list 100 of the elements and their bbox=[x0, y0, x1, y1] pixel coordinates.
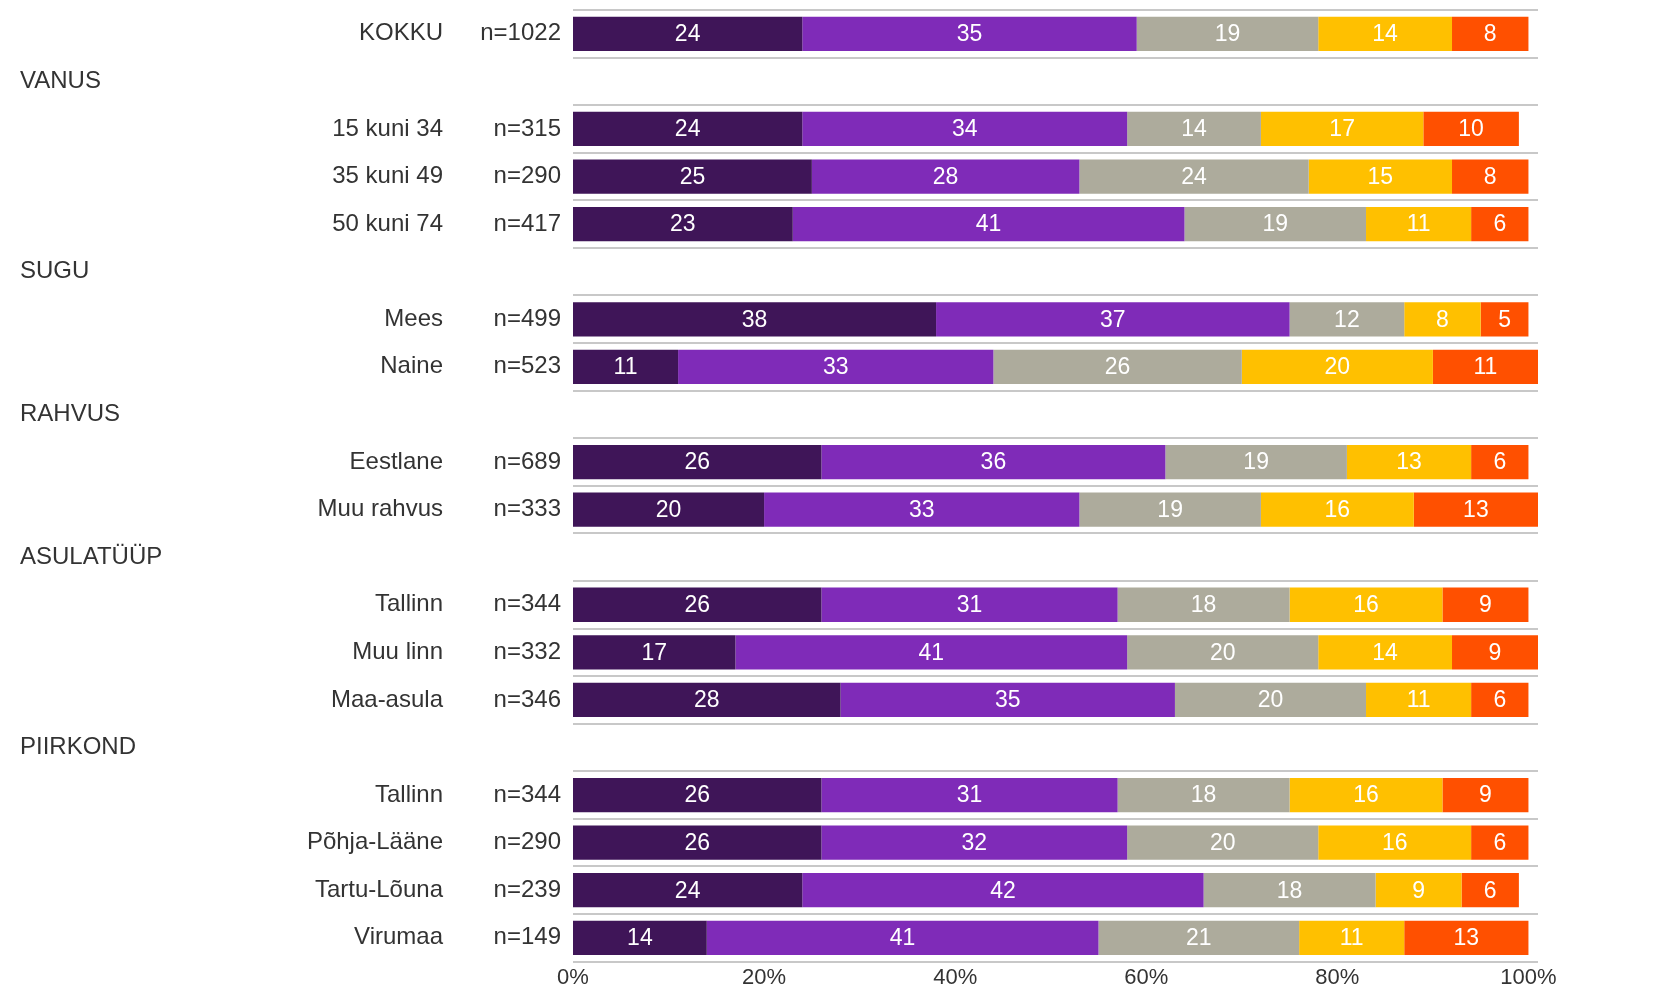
y-tick-label: Eestlane bbox=[349, 446, 443, 474]
data-label: 14 bbox=[1181, 115, 1208, 142]
data-label: 14 bbox=[1372, 638, 1399, 665]
data-label: 6 bbox=[1483, 876, 1497, 903]
bar bbox=[1452, 16, 1529, 51]
data-label: 41 bbox=[975, 210, 1002, 237]
x-tick-label: 80% bbox=[1315, 963, 1360, 989]
text: n=417 bbox=[493, 208, 561, 236]
data-label: 16 bbox=[1324, 495, 1351, 522]
bar bbox=[1366, 682, 1472, 718]
y-tick-label: 50 kuni 74 bbox=[332, 208, 443, 236]
text: ASULATÜÜP bbox=[20, 541, 163, 569]
data-label: 26 bbox=[684, 448, 710, 475]
y-tick-label: Põhja-Lääne bbox=[306, 827, 443, 855]
data-label: 14 bbox=[1372, 20, 1399, 47]
data-label: 28 bbox=[693, 686, 720, 713]
data-label: 19 bbox=[1214, 20, 1241, 47]
text: PIIRKOND bbox=[20, 732, 137, 760]
text: n=499 bbox=[493, 303, 561, 331]
text: n=239 bbox=[493, 874, 561, 902]
data-label: 20 bbox=[1324, 353, 1351, 380]
bar bbox=[1260, 111, 1424, 147]
bar bbox=[1452, 635, 1538, 670]
bar bbox=[573, 302, 937, 337]
data-label: 42 bbox=[990, 876, 1016, 903]
text: n=315 bbox=[493, 113, 561, 141]
data-label: 6 bbox=[1493, 210, 1507, 237]
x-tick-label: 60% bbox=[1124, 963, 1169, 989]
data-label: 14 bbox=[627, 924, 653, 951]
data-label: 20 bbox=[1209, 828, 1236, 855]
bar bbox=[1318, 16, 1453, 51]
bar bbox=[573, 635, 736, 670]
data-label: 26 bbox=[684, 828, 710, 855]
data-label: 15 bbox=[1367, 162, 1394, 189]
data-label: 20 bbox=[655, 495, 682, 522]
bar bbox=[573, 492, 765, 527]
y-tick-label: Tallinn bbox=[374, 779, 443, 807]
data-label: 18 bbox=[1190, 591, 1217, 618]
bar bbox=[573, 825, 822, 860]
data-label: 11 bbox=[1339, 924, 1364, 951]
data-label: 6 bbox=[1493, 448, 1507, 475]
text: n=332 bbox=[493, 636, 561, 664]
bar bbox=[706, 920, 1099, 955]
text: n=346 bbox=[493, 684, 561, 712]
data-label: 13 bbox=[1463, 495, 1489, 522]
bar bbox=[1346, 444, 1472, 480]
bar bbox=[936, 302, 1290, 337]
bar bbox=[1136, 16, 1319, 51]
bar bbox=[1366, 206, 1472, 242]
data-label: 41 bbox=[889, 924, 916, 951]
data-label: 10 bbox=[1458, 115, 1484, 142]
bar bbox=[1203, 873, 1376, 908]
bar bbox=[1423, 111, 1519, 147]
text: n=344 bbox=[493, 779, 561, 807]
bar bbox=[1404, 920, 1529, 955]
bar bbox=[1404, 302, 1481, 337]
bar bbox=[1480, 302, 1529, 337]
bar bbox=[573, 682, 841, 718]
bar bbox=[1471, 682, 1529, 718]
bar bbox=[764, 492, 1080, 527]
data-label: 9 bbox=[1479, 781, 1492, 808]
bar bbox=[573, 587, 822, 622]
data-label: 11 bbox=[1473, 353, 1498, 380]
bar bbox=[1117, 587, 1290, 622]
bar bbox=[1184, 206, 1367, 242]
data-label: 31 bbox=[956, 591, 983, 618]
bar bbox=[1308, 159, 1453, 194]
y-tick-label: Mees bbox=[384, 303, 443, 331]
data-label: 31 bbox=[956, 781, 983, 808]
data-label: 11 bbox=[613, 353, 638, 380]
bar bbox=[1079, 492, 1261, 527]
data-label: 35 bbox=[956, 20, 983, 47]
bar bbox=[821, 825, 1128, 860]
text: n=290 bbox=[493, 161, 561, 189]
data-label: 13 bbox=[1396, 448, 1422, 475]
data-label: 32 bbox=[961, 828, 988, 855]
bar bbox=[678, 349, 994, 384]
data-label: 19 bbox=[1157, 495, 1183, 522]
data-label: 16 bbox=[1381, 828, 1408, 855]
bar bbox=[1117, 777, 1290, 813]
bar bbox=[1241, 349, 1433, 384]
data-label: 24 bbox=[674, 20, 701, 47]
data-label: 36 bbox=[980, 448, 1007, 475]
data-label: 24 bbox=[1181, 162, 1208, 189]
bar bbox=[1318, 635, 1453, 670]
bar bbox=[802, 873, 1204, 908]
bar bbox=[1299, 920, 1405, 955]
data-label: 33 bbox=[822, 353, 849, 380]
bar bbox=[1289, 777, 1443, 813]
y-tick-label: Muu rahvus bbox=[317, 494, 443, 522]
data-label: 19 bbox=[1243, 448, 1269, 475]
bar bbox=[1127, 635, 1319, 670]
bar bbox=[1127, 825, 1319, 860]
data-label: 18 bbox=[1276, 876, 1303, 903]
text: VANUS bbox=[20, 66, 101, 93]
text: n=523 bbox=[493, 351, 561, 379]
bar bbox=[1289, 302, 1405, 337]
y-tick-label: KOKKU bbox=[358, 18, 443, 46]
data-label: 25 bbox=[679, 162, 706, 189]
bar bbox=[840, 682, 1175, 718]
